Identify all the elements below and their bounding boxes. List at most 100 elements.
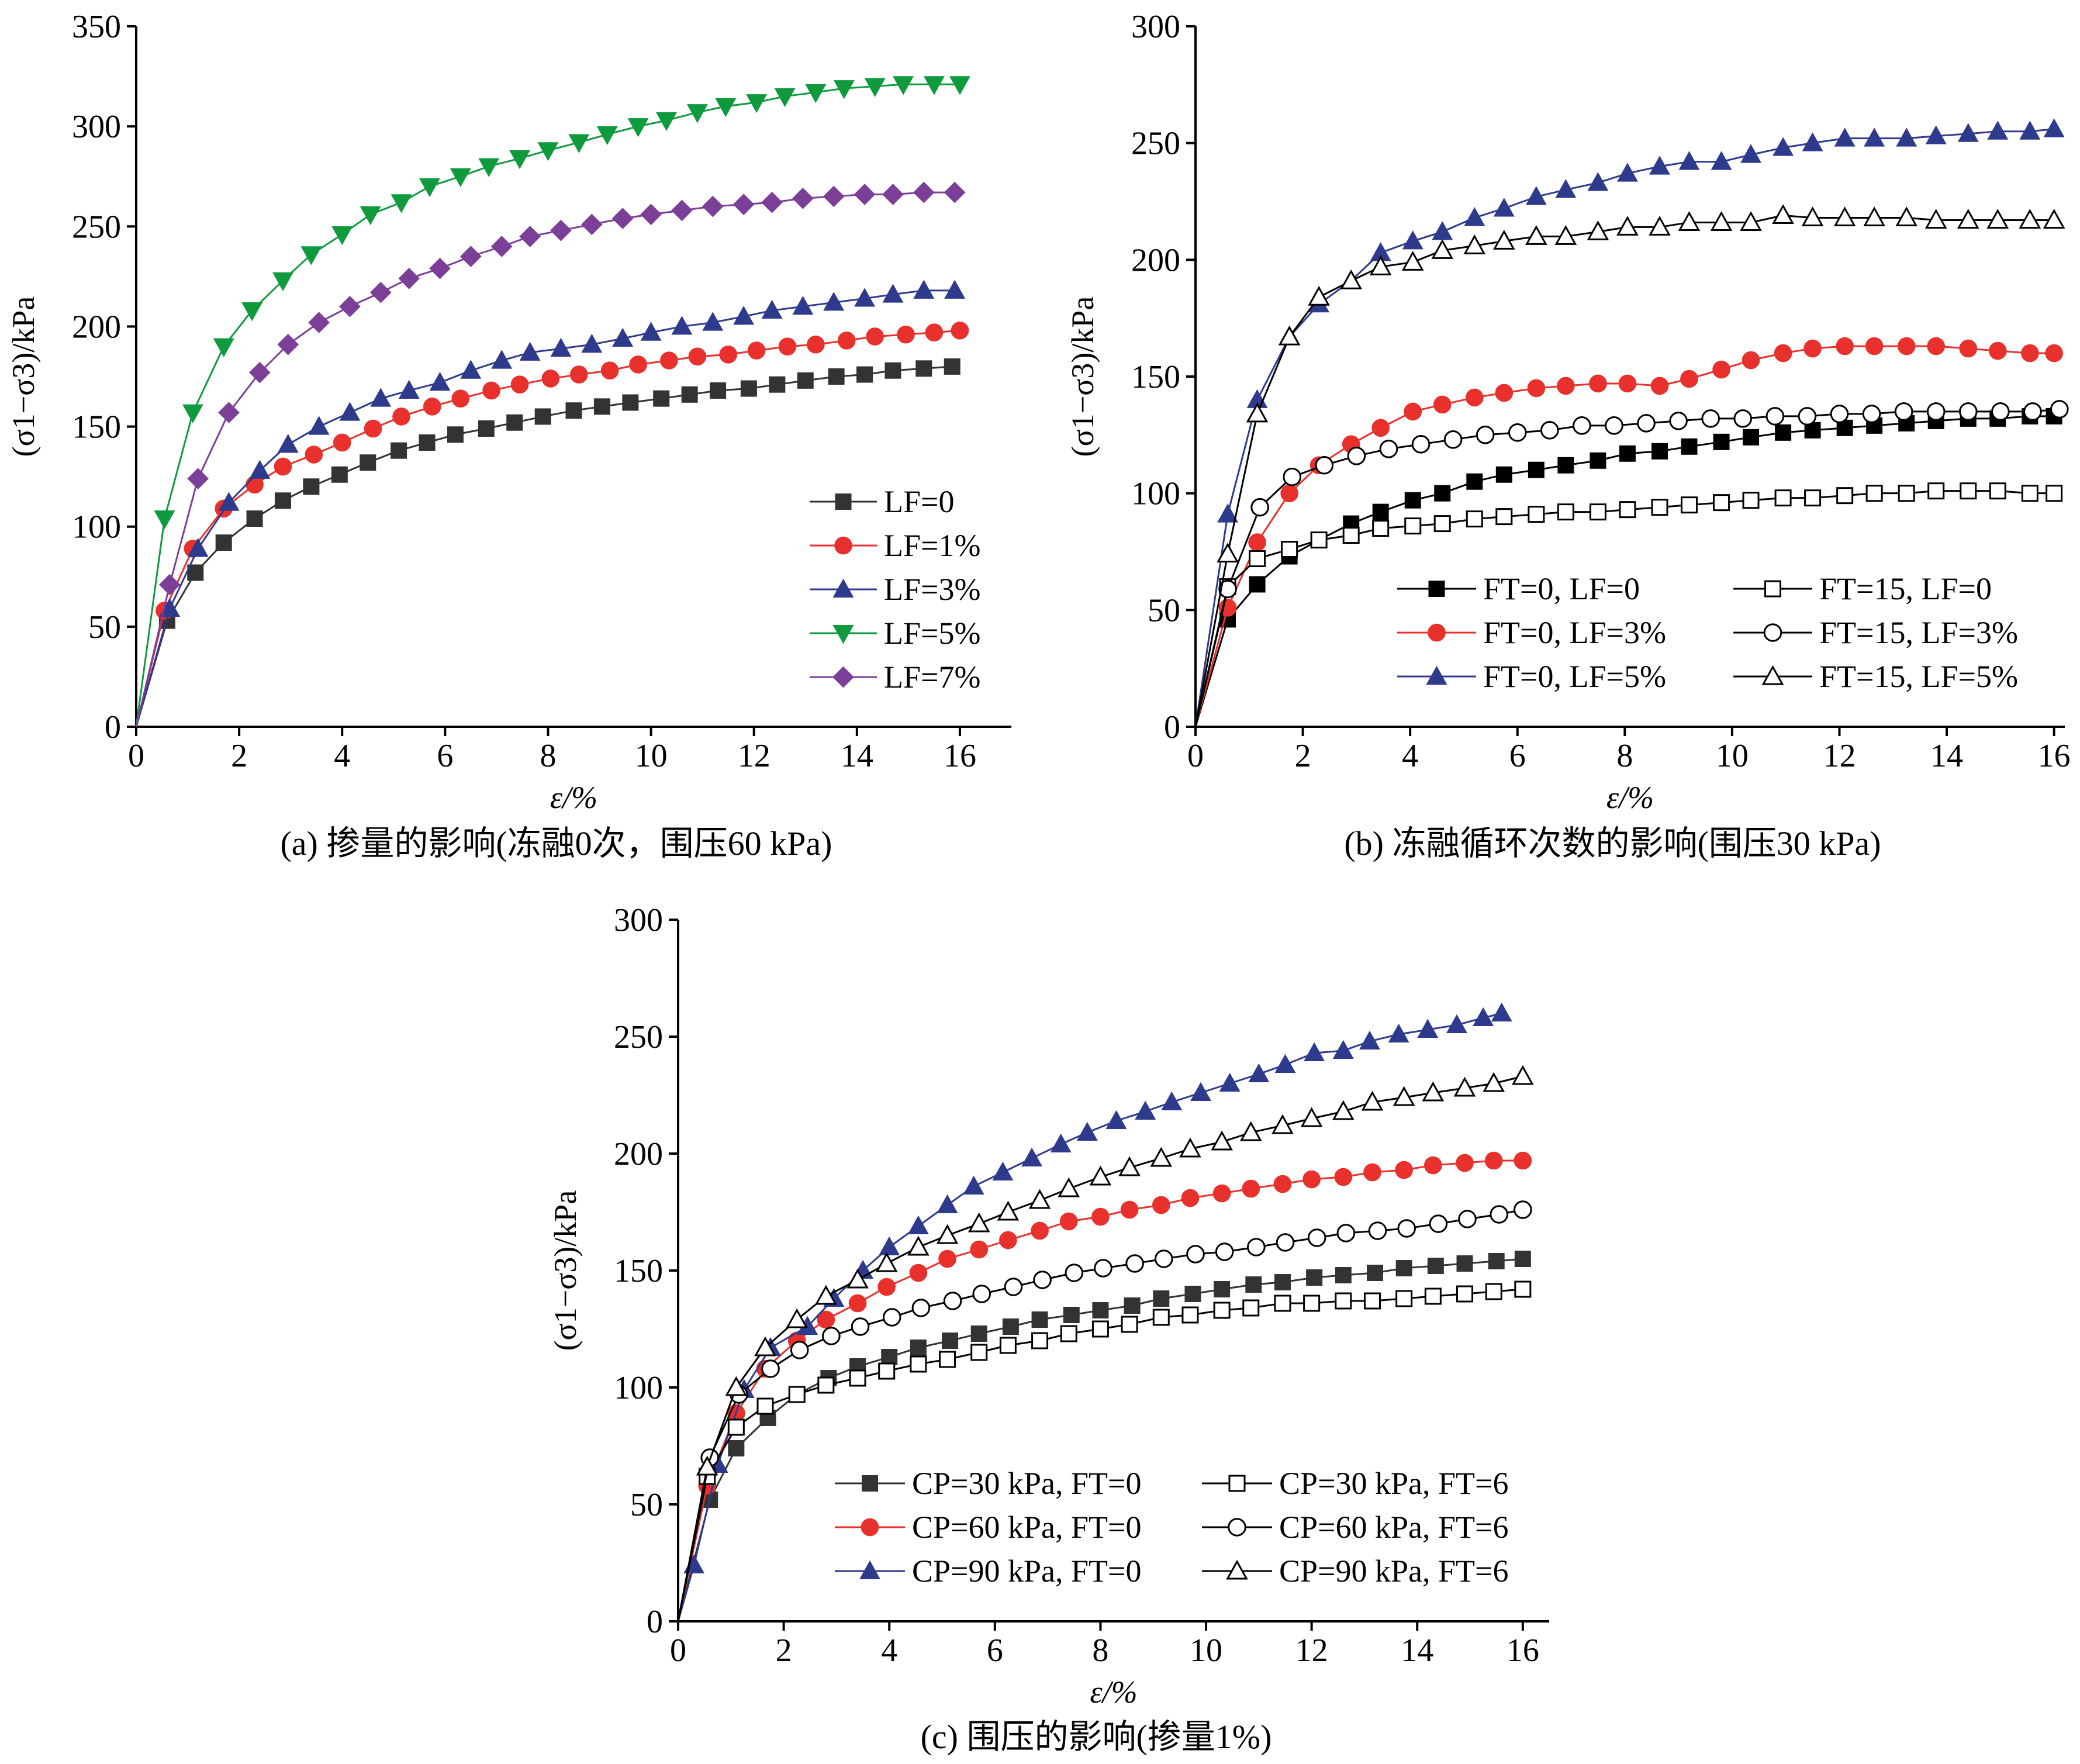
- data-point: [1433, 395, 1452, 414]
- data-point: [999, 1231, 1017, 1249]
- data-point: [1988, 341, 2007, 360]
- data-point: [805, 84, 827, 103]
- data-point: [2021, 344, 2039, 363]
- data-point: [1120, 1200, 1139, 1219]
- data-point: [249, 460, 271, 479]
- data-point: [1280, 484, 1298, 502]
- x-tick-label: 10: [635, 738, 668, 774]
- data-point: [596, 126, 618, 146]
- x-tick-label: 8: [1616, 738, 1633, 774]
- series-line: [1194, 408, 2060, 727]
- data-point: [1153, 1290, 1170, 1307]
- data-point: [1402, 230, 1423, 250]
- data-point: [1446, 1014, 1467, 1033]
- legend-marker: [1764, 580, 1781, 598]
- data-point: [1395, 1290, 1413, 1307]
- data-point: [833, 80, 855, 99]
- data-point: [305, 446, 323, 464]
- data-point: [360, 206, 381, 226]
- data-point: [1802, 132, 1823, 151]
- data-point: [817, 1376, 835, 1394]
- data-point: [423, 398, 441, 416]
- data-point: [1483, 1072, 1505, 1092]
- data-point: [1987, 120, 2009, 140]
- data-point: [1528, 506, 1545, 523]
- data-point: [246, 510, 263, 527]
- data-point: [1303, 1294, 1321, 1312]
- data-point: [2045, 344, 2063, 363]
- x-tick-label: 0: [1187, 738, 1204, 774]
- data-point: [187, 468, 209, 489]
- data-point: [1986, 209, 2009, 229]
- data-point: [754, 1336, 776, 1356]
- data-point: [640, 203, 662, 226]
- series-lf-7-: [135, 181, 966, 727]
- data-point: [1249, 550, 1266, 567]
- data-point: [1514, 1151, 1532, 1170]
- data-point: [429, 371, 451, 391]
- data-point: [774, 88, 796, 108]
- data-point: [2050, 400, 2069, 419]
- data-point: [1404, 517, 1422, 535]
- data-point: [1050, 1133, 1072, 1152]
- data-point: [1028, 1189, 1051, 1209]
- data-point: [1310, 531, 1328, 549]
- data-point: [1619, 501, 1636, 519]
- data-point: [1118, 1156, 1141, 1176]
- data-point: [392, 408, 410, 426]
- data-point: [1466, 388, 1484, 407]
- data-point: [815, 1285, 837, 1305]
- data-point: [1388, 1023, 1409, 1042]
- data-point: [419, 178, 440, 198]
- x-tick-label: 6: [987, 1632, 1003, 1669]
- legend-marker: [862, 1475, 878, 1492]
- data-point: [158, 574, 181, 596]
- data-point: [1495, 508, 1513, 526]
- data-point: [881, 1349, 898, 1365]
- y-axis-label: (σ1−σ3)/kPa: [6, 296, 41, 457]
- data-point: [1590, 452, 1606, 469]
- x-tick-label: 12: [738, 738, 771, 774]
- y-tick-label: 250: [72, 209, 121, 245]
- x-axis-label: ε/%: [1606, 780, 1654, 815]
- data-point: [1250, 498, 1269, 517]
- data-point: [1681, 438, 1698, 455]
- data-point: [786, 1308, 808, 1328]
- data-point: [740, 380, 757, 397]
- data-point: [963, 1175, 984, 1195]
- data-point: [761, 1359, 780, 1378]
- data-point: [1540, 421, 1559, 440]
- data-point: [1464, 207, 1485, 226]
- data-point: [460, 246, 482, 267]
- data-point: [997, 1200, 1020, 1221]
- y-tick-label: 200: [72, 309, 121, 345]
- data-point: [788, 1386, 806, 1403]
- data-point: [213, 338, 234, 357]
- data-point: [429, 257, 451, 279]
- data-point: [1125, 1254, 1144, 1273]
- data-point: [1926, 402, 1946, 421]
- x-axis-label: ε/%: [550, 780, 597, 815]
- data-point: [482, 381, 500, 400]
- y-tick-label: 50: [1148, 592, 1180, 629]
- data-point: [1300, 1107, 1323, 1127]
- data-point: [1242, 1299, 1260, 1317]
- data-point: [1555, 179, 1577, 198]
- data-point: [1466, 473, 1483, 490]
- data-point: [1219, 1072, 1241, 1092]
- data-point: [331, 226, 353, 246]
- data-point: [1587, 220, 1609, 240]
- legend-label: FT=0, LF=5%: [1483, 659, 1666, 694]
- data-point: [1091, 1320, 1109, 1338]
- data-point: [339, 295, 361, 317]
- data-point: [1991, 402, 2010, 421]
- data-point: [778, 337, 797, 355]
- data-point: [761, 191, 783, 213]
- data-point: [218, 492, 240, 511]
- data-point: [1246, 402, 1269, 423]
- data-point: [1774, 489, 1792, 507]
- data-point: [1332, 1100, 1355, 1120]
- data-point: [1372, 503, 1389, 520]
- data-point: [1512, 1065, 1534, 1085]
- series-line: [135, 191, 955, 727]
